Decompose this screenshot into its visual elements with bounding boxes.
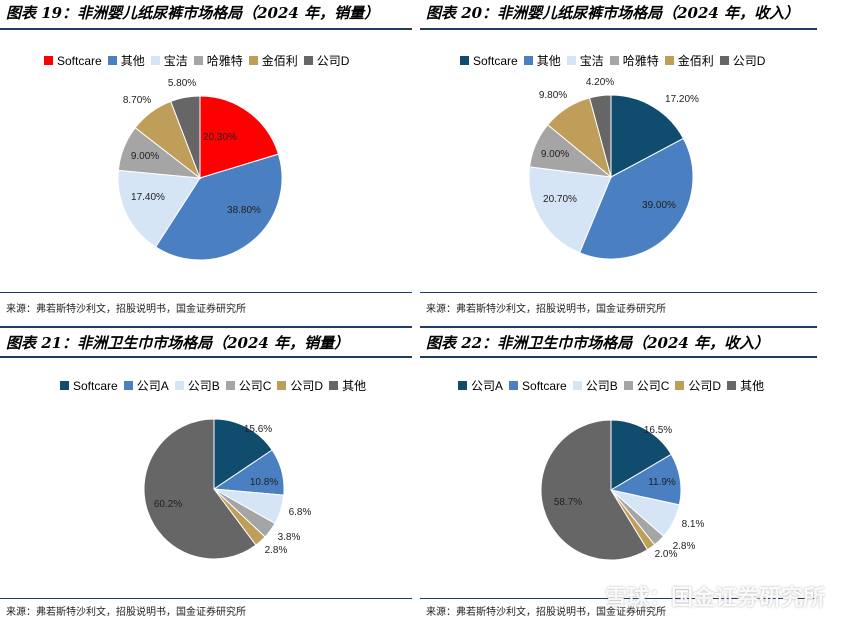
watermark: 雪球：国金证券研究所	[605, 580, 825, 612]
source-rule	[420, 292, 817, 293]
chart-panel-22: 图表 22：非洲卫生巾市场格局（2024 年，收入） 公司A Softcare 公司…	[420, 322, 847, 620]
pie-data-label: 9.80%	[539, 90, 567, 101]
pie-data-label: 17.20%	[665, 94, 699, 105]
pie-chart: 16.5% 11.9% 8.1% 2.8%2.0% 58.7%	[420, 322, 847, 620]
chart-source: 来源：弗若斯特沙利文，招股说明书，国金证券研究所	[426, 300, 666, 315]
chart-panel-19: 图表 19：非洲婴儿纸尿裤市场格局（2024 年，销量） Softcare 其他 宝…	[0, 0, 420, 318]
pie-data-label: 2.0%	[655, 549, 678, 560]
pie-data-label: 17.40%	[131, 192, 165, 203]
chart-source: 来源：弗若斯特沙利文，招股说明书，国金证券研究所	[6, 603, 246, 618]
chart-panel-20: 图表 20：非洲婴儿纸尿裤市场格局（2024 年，收入） Softcare 其他 宝…	[420, 0, 847, 318]
pie-chart: 17.20% 39.00% 20.70% 9.00% 9.80% 4.20%	[420, 0, 847, 318]
pie-data-label: 9.00%	[131, 151, 159, 162]
pie-data-label: 8.1%	[682, 519, 705, 530]
pie-data-label: 20.30%	[203, 132, 237, 143]
pie-data-label: 38.80%	[227, 205, 261, 216]
source-rule	[0, 598, 412, 599]
pie-data-label: 5.80%	[168, 78, 196, 89]
pie-data-label: 6.8%	[289, 507, 312, 518]
pie-data-label: 15.6%	[244, 424, 272, 435]
pie-data-label: 39.00%	[642, 200, 676, 211]
pie-data-label: 60.2%	[154, 499, 182, 510]
chart-panel-21: 图表 21：非洲卫生巾市场格局（2024 年，销量） Softcare 公司A 公司…	[0, 322, 420, 620]
pie-data-label: 58.7%	[554, 497, 582, 508]
pie-data-label: 20.70%	[543, 194, 577, 205]
pie-data-label: 2.8%	[265, 545, 288, 556]
pie-data-label: 11.9%	[648, 477, 676, 488]
source-rule	[0, 292, 412, 293]
chart-source: 来源：弗若斯特沙利文，招股说明书，国金证券研究所	[6, 300, 246, 315]
pie-chart: 20.30% 38.80% 17.40% 9.00% 8.70% 5.80%	[0, 0, 420, 318]
pie-data-label: 9.00%	[541, 149, 569, 160]
pie-data-label: 8.70%	[123, 95, 151, 106]
pie-chart: 15.6% 10.8% 6.8% 3.8% 2.8% 60.2%	[0, 322, 420, 620]
pie-data-label: 4.20%	[586, 77, 614, 88]
pie-data-label: 16.5%	[644, 425, 672, 436]
pie-data-label: 10.8%	[250, 477, 278, 488]
pie-data-label: 3.8%	[278, 532, 301, 543]
